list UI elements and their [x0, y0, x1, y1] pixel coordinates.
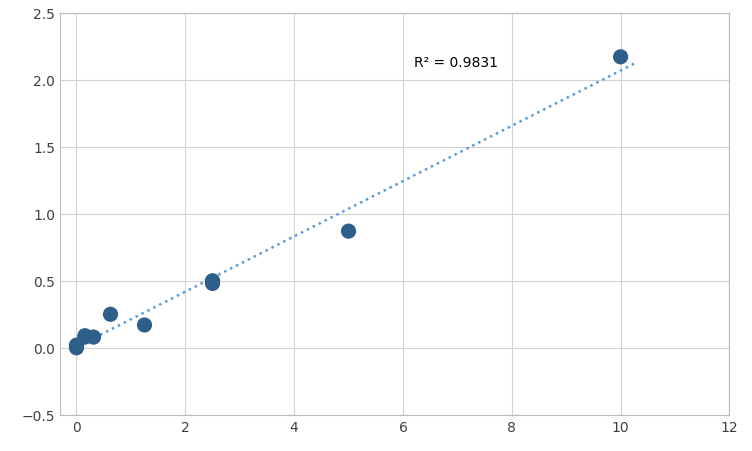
Point [87, 334, 99, 341]
Text: R² = 0.9831: R² = 0.9831 [414, 56, 498, 70]
Point [207, 277, 219, 285]
Point [79, 332, 91, 340]
Point [614, 54, 626, 61]
Point [71, 345, 83, 352]
Point [71, 342, 83, 349]
Point [207, 280, 219, 287]
Point [342, 228, 354, 235]
Point [138, 322, 150, 329]
Point [105, 311, 117, 318]
Point [79, 334, 91, 341]
